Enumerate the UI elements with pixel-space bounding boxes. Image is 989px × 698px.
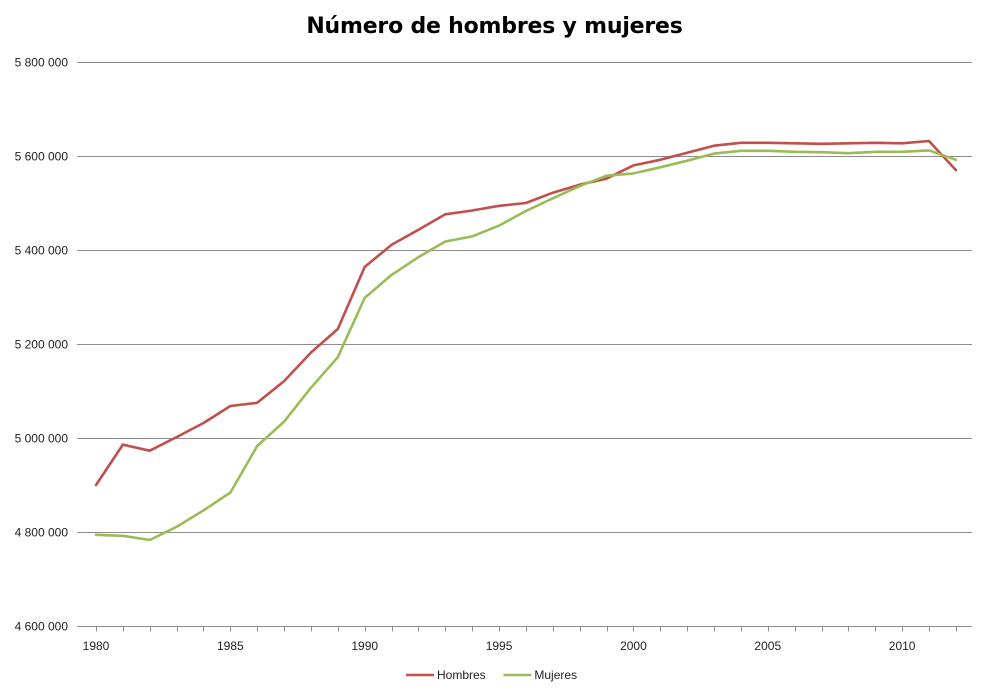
- x-tick-label: 1995: [486, 639, 513, 653]
- x-tick-label: 1990: [351, 639, 378, 653]
- series-line-mujeres: [94, 149, 958, 542]
- y-tick-label: 5 000 000: [15, 432, 69, 446]
- chart-title: Número de hombres y mujeres: [306, 14, 683, 39]
- y-tick-label: 5 200 000: [15, 338, 69, 352]
- y-tick-label: 4 800 000: [15, 526, 69, 540]
- series-line-hombres: [94, 139, 958, 487]
- legend-label-hombres: Hombres: [437, 668, 486, 682]
- x-tick-label: 1985: [217, 639, 244, 653]
- x-tick-label: 1980: [83, 639, 110, 653]
- x-tick-label: 2005: [754, 639, 781, 653]
- y-tick-label: 5 600 000: [15, 150, 69, 164]
- axis-layer: 4 600 000 4 800 000 5 000 000 5 200 000 5 40…: [15, 56, 972, 653]
- x-tick-label: 2000: [620, 639, 647, 653]
- series-layer: [94, 139, 958, 542]
- y-tick-label: 5 800 000: [15, 56, 69, 70]
- y-tick-label: 5 400 000: [15, 244, 69, 258]
- grid-layer: [82, 62, 972, 627]
- x-tick-label: 2010: [889, 639, 916, 653]
- legend: Hombres Mujeres: [406, 668, 577, 682]
- y-tick-label: 4 600 000: [15, 620, 69, 634]
- legend-label-mujeres: Mujeres: [534, 668, 577, 682]
